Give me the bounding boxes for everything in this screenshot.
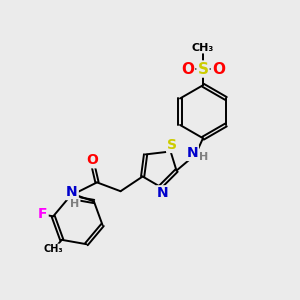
Text: N: N [66,185,78,199]
Text: N: N [157,186,169,200]
Text: F: F [38,208,48,221]
Text: H: H [199,152,208,162]
Text: O: O [181,61,194,76]
Text: S: S [167,138,177,152]
Text: N: N [186,146,198,160]
Text: O: O [212,61,225,76]
Text: H: H [70,199,80,208]
Text: O: O [87,153,98,167]
Text: CH₃: CH₃ [192,43,214,52]
Text: S: S [197,61,208,76]
Text: CH₃: CH₃ [44,244,64,254]
